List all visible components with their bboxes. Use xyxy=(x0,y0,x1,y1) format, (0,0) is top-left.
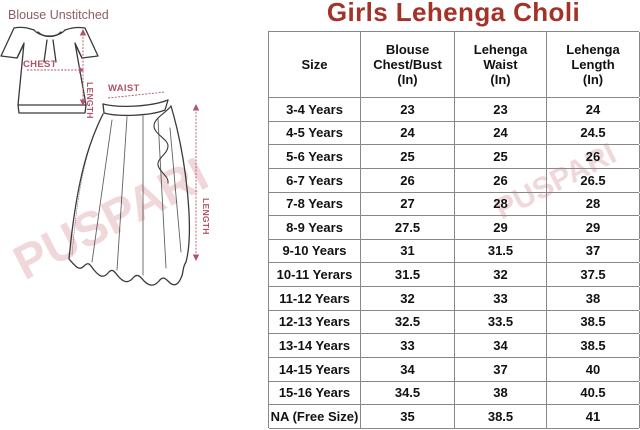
svg-text:LENGTH: LENGTH xyxy=(85,82,95,119)
svg-text:CHEST: CHEST xyxy=(23,59,57,70)
svg-text:WAIST: WAIST xyxy=(108,83,140,94)
svg-text:LENGTH: LENGTH xyxy=(201,198,211,235)
